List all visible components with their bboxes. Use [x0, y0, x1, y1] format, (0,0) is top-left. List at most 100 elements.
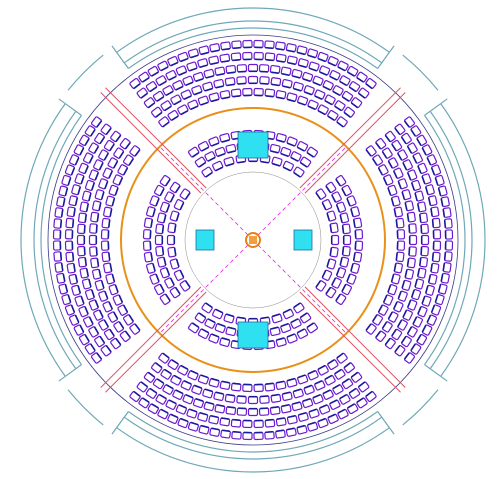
seat — [231, 89, 241, 97]
stage — [196, 230, 214, 250]
seat — [226, 406, 236, 415]
seat-shape — [249, 397, 258, 404]
seat-back — [397, 230, 399, 238]
seat-shape — [168, 236, 175, 245]
seat-back — [254, 94, 262, 96]
seat — [226, 65, 236, 74]
seat — [101, 241, 109, 250]
center-mark — [249, 236, 257, 244]
seat — [56, 273, 65, 283]
seat — [66, 218, 74, 228]
seat — [144, 218, 153, 228]
seat-back — [243, 94, 251, 96]
seat-shape — [344, 236, 351, 245]
seat — [91, 212, 100, 222]
seat — [210, 427, 220, 436]
seat-back — [244, 432, 252, 434]
seat — [396, 218, 404, 228]
seat — [102, 218, 110, 228]
seat — [276, 417, 286, 426]
seat — [243, 88, 252, 96]
seat — [409, 236, 417, 245]
seat — [265, 419, 275, 427]
seat — [78, 224, 86, 233]
seat — [220, 417, 230, 426]
seat — [417, 202, 426, 212]
seat — [329, 247, 338, 257]
seat — [408, 247, 416, 257]
seat-shape — [332, 236, 339, 245]
arena-plan — [0, 0, 500, 479]
seat — [286, 427, 296, 436]
seat — [90, 224, 98, 234]
seat-back — [107, 230, 109, 238]
seat — [168, 236, 176, 245]
seat — [433, 241, 441, 250]
seat — [276, 381, 286, 390]
seat — [440, 197, 449, 207]
seat — [265, 431, 275, 439]
seat — [54, 252, 62, 262]
seat-shape — [249, 409, 258, 416]
seat — [445, 230, 453, 239]
seat — [243, 420, 252, 428]
seat — [243, 40, 252, 48]
seat — [237, 65, 246, 73]
seat — [225, 394, 235, 403]
seat-shape — [156, 236, 163, 245]
seat — [254, 384, 263, 392]
seat — [90, 247, 98, 257]
seat — [432, 218, 440, 228]
seat — [281, 404, 291, 413]
seat — [397, 230, 405, 239]
seat-back — [255, 420, 263, 422]
seat — [260, 77, 270, 85]
seat — [270, 65, 280, 74]
seat — [80, 268, 89, 278]
seat-back — [243, 58, 251, 60]
seat — [65, 230, 73, 239]
seat — [442, 262, 451, 272]
seat-back — [243, 420, 251, 422]
seat — [243, 432, 252, 440]
seat — [430, 263, 439, 273]
seat-back — [397, 241, 399, 249]
seat — [281, 67, 291, 76]
seat — [66, 252, 74, 262]
seat — [444, 219, 452, 229]
seat — [430, 207, 439, 217]
seat-back — [107, 241, 109, 249]
seat — [168, 247, 177, 257]
seat-shape — [78, 236, 85, 245]
seat — [221, 42, 231, 51]
seat — [220, 54, 230, 63]
seat — [419, 213, 428, 223]
seat — [420, 246, 428, 255]
seat — [232, 41, 242, 49]
seat — [90, 236, 98, 245]
seat-back — [343, 236, 345, 244]
seat — [225, 78, 235, 87]
seat — [271, 394, 281, 403]
seat — [243, 384, 252, 392]
seat — [215, 67, 225, 76]
seat-back — [71, 242, 73, 250]
seat-back — [59, 241, 61, 249]
seat — [265, 383, 275, 391]
seat-back — [174, 236, 176, 244]
seat — [91, 258, 100, 268]
seat — [237, 77, 247, 85]
seat-shape — [90, 236, 97, 245]
seat-back — [433, 230, 435, 238]
seat — [168, 223, 177, 233]
seat — [329, 223, 338, 233]
seat — [220, 90, 230, 99]
seat — [78, 246, 86, 255]
seat — [397, 241, 405, 250]
seat — [103, 263, 112, 273]
seat — [249, 65, 258, 73]
seat — [143, 241, 151, 250]
seat — [156, 246, 165, 256]
seat-shape — [422, 236, 429, 245]
seat — [67, 207, 76, 217]
